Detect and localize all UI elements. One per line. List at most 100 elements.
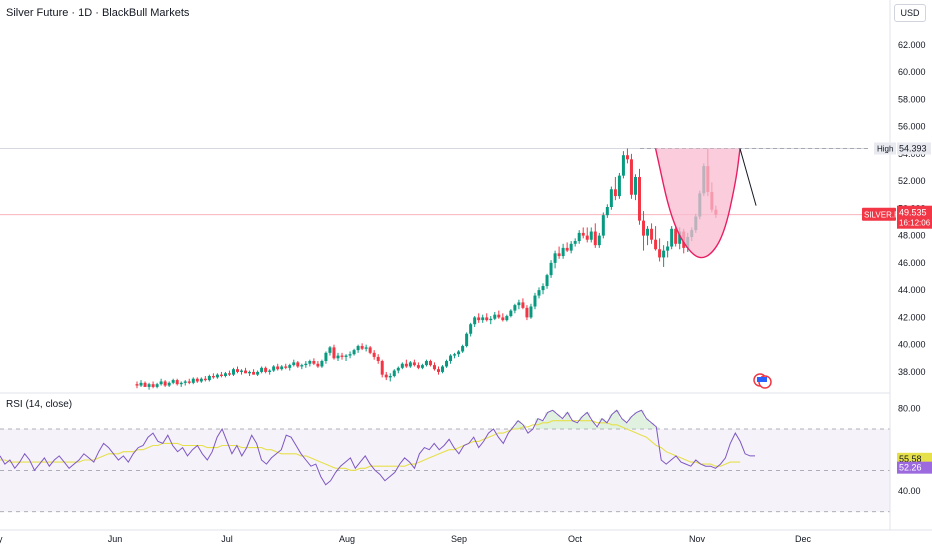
time-tick-label: Dec bbox=[795, 534, 812, 544]
rsi-ma-value: 55.58 bbox=[899, 454, 922, 464]
candle-body bbox=[167, 382, 171, 386]
candle-body bbox=[489, 318, 493, 321]
candle-body bbox=[268, 370, 272, 372]
candle-body bbox=[449, 355, 453, 362]
candle-body bbox=[376, 356, 380, 362]
pattern-annotation bbox=[654, 148, 772, 389]
candle-body bbox=[344, 355, 348, 357]
candle-body bbox=[437, 369, 440, 372]
candle-body bbox=[252, 371, 256, 375]
candle-body bbox=[441, 366, 445, 372]
high-value: 54.393 bbox=[899, 143, 927, 153]
candle-body bbox=[296, 362, 300, 367]
candle-body bbox=[187, 381, 191, 383]
candle-body bbox=[384, 374, 388, 378]
candle-body bbox=[356, 346, 360, 351]
candle-body bbox=[561, 247, 565, 257]
candle-body bbox=[589, 231, 593, 240]
rsi-band bbox=[0, 428, 890, 512]
candle-body bbox=[171, 380, 175, 383]
candle-body bbox=[658, 249, 662, 258]
candle-body bbox=[324, 352, 328, 362]
candle-body bbox=[340, 355, 344, 357]
candle-body bbox=[581, 232, 585, 236]
flag-icon bbox=[757, 377, 767, 382]
candle-body bbox=[505, 316, 509, 321]
candle-body bbox=[638, 177, 641, 221]
rsi-series bbox=[0, 409, 755, 486]
price-tick-label: 60.000 bbox=[898, 67, 926, 77]
symbol-label: SILVER.F bbox=[864, 211, 899, 220]
time-tick-label: Jun bbox=[108, 534, 123, 544]
candle-body bbox=[585, 235, 589, 240]
candle-body bbox=[497, 314, 501, 318]
candle-body bbox=[553, 253, 557, 263]
candle-body bbox=[179, 382, 183, 385]
candle-body bbox=[537, 290, 541, 296]
candle-body bbox=[457, 351, 461, 355]
candle-body bbox=[380, 361, 384, 375]
candle-body bbox=[404, 363, 408, 367]
candle-body bbox=[372, 352, 376, 357]
high-label-badge bbox=[874, 142, 896, 155]
candle-body bbox=[597, 235, 601, 246]
candle-body bbox=[304, 363, 308, 366]
candle-body bbox=[203, 378, 207, 381]
candle-body bbox=[211, 376, 215, 378]
rsi-badge bbox=[897, 461, 932, 474]
candle-body bbox=[654, 239, 658, 250]
candle-body bbox=[256, 371, 260, 375]
candle-body bbox=[557, 253, 561, 257]
candle-body bbox=[352, 350, 356, 355]
candle-series bbox=[135, 148, 718, 390]
candle-body bbox=[400, 363, 404, 368]
candle-body bbox=[292, 362, 296, 366]
candle-body bbox=[360, 346, 364, 349]
candle-body bbox=[420, 365, 424, 368]
candle-body bbox=[195, 378, 199, 382]
candle-body bbox=[236, 369, 239, 372]
candle-body bbox=[288, 365, 292, 368]
candle-body bbox=[601, 215, 605, 236]
candle-body bbox=[163, 381, 167, 386]
candle-body bbox=[453, 354, 457, 356]
candle-body bbox=[533, 295, 537, 307]
candle-body bbox=[605, 207, 609, 216]
symbol-badge bbox=[862, 207, 896, 221]
candle-body bbox=[428, 361, 432, 366]
candle-body bbox=[633, 177, 637, 195]
candle-body bbox=[577, 232, 581, 242]
candle-body bbox=[617, 175, 621, 197]
time-tick-label: Jul bbox=[221, 534, 233, 544]
candle-body bbox=[529, 306, 533, 318]
candle-body bbox=[573, 241, 577, 244]
candle-body bbox=[308, 361, 312, 364]
candle-body bbox=[227, 373, 231, 375]
candle-body bbox=[625, 155, 629, 160]
candle-body bbox=[565, 247, 569, 251]
candle-body bbox=[473, 317, 477, 325]
price-tick-label: 46.000 bbox=[898, 258, 926, 268]
candle-body bbox=[477, 317, 481, 321]
candle-body bbox=[284, 366, 288, 368]
candle-body bbox=[159, 381, 163, 385]
candle-body bbox=[412, 362, 416, 366]
bar-countdown: 16:12:06 bbox=[899, 219, 931, 228]
candle-body bbox=[332, 347, 336, 359]
time-tick-label: Sep bbox=[451, 534, 467, 544]
candle-body bbox=[593, 231, 597, 246]
rsi-tick-label: 80.00 bbox=[898, 403, 921, 413]
cup-pattern-line bbox=[654, 148, 741, 259]
current-price: 49.535 bbox=[899, 208, 927, 218]
candle-body bbox=[416, 365, 420, 368]
currency-button[interactable]: USD bbox=[894, 4, 926, 22]
candle-body bbox=[248, 371, 252, 374]
candle-body bbox=[461, 346, 465, 352]
candle-body bbox=[231, 369, 235, 375]
price-tick-label: 52.000 bbox=[898, 176, 926, 186]
candle-body bbox=[445, 361, 449, 367]
candle-body bbox=[392, 370, 396, 377]
candle-body bbox=[300, 365, 304, 367]
candle-body bbox=[469, 324, 473, 334]
candle-body bbox=[678, 231, 682, 244]
